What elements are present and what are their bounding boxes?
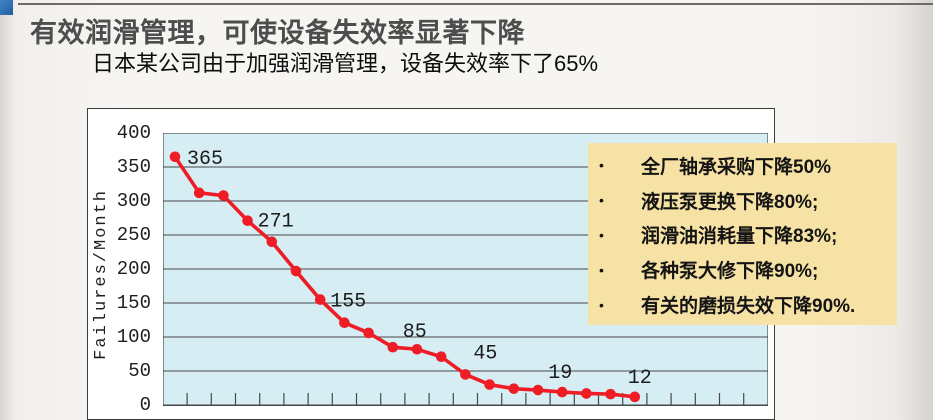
y-axis-tick-label: 350 bbox=[116, 155, 151, 178]
data-point-label: 85 bbox=[402, 321, 426, 344]
y-axis-tick-label: 0 bbox=[139, 393, 151, 416]
data-point-marker bbox=[217, 189, 229, 201]
data-point-marker bbox=[556, 386, 567, 397]
bullet-icon: • bbox=[599, 192, 604, 209]
bullet-icon: • bbox=[599, 157, 604, 174]
data-point-marker bbox=[241, 214, 253, 226]
data-point-marker bbox=[459, 368, 471, 380]
page-title: 有效润滑管理，可使设备失效率显著下降 bbox=[30, 18, 525, 48]
callout-item-text: 有关的磨损失效下降90%. bbox=[641, 296, 856, 318]
bullet-icon: • bbox=[599, 296, 604, 313]
bullet-icon: • bbox=[599, 261, 604, 278]
y-axis-tick-label: 100 bbox=[116, 325, 151, 348]
callout-item-text: 全厂轴承采购下降50% bbox=[641, 156, 832, 178]
data-point-marker bbox=[387, 341, 398, 352]
y-axis-tick-label: 200 bbox=[116, 257, 151, 280]
callout-item: • 有关的磨损失效下降90%. bbox=[588, 287, 897, 322]
data-point-marker bbox=[338, 316, 350, 328]
data-point-marker bbox=[580, 387, 592, 399]
data-point-marker bbox=[169, 151, 180, 162]
y-axis-tick-label: 250 bbox=[116, 223, 151, 246]
data-point-label: 12 bbox=[627, 366, 651, 389]
accent-square-icon bbox=[0, 0, 13, 15]
data-point-marker bbox=[483, 378, 495, 390]
callout-item: • 全厂轴承采购下降50% bbox=[588, 148, 897, 183]
callout-item-text: 各种泵大修下降90%; bbox=[641, 261, 819, 283]
data-point-marker bbox=[411, 343, 422, 355]
data-point-marker bbox=[508, 382, 519, 394]
data-point-marker bbox=[193, 187, 204, 198]
data-point-marker bbox=[604, 388, 616, 399]
bullet-icon: • bbox=[599, 226, 604, 243]
callout-item-text: 液压泵更换下降80%; bbox=[641, 191, 819, 213]
page-subtitle: 日本某公司由于加强润滑管理，设备失效率下了65% bbox=[92, 51, 599, 76]
data-point-marker bbox=[266, 236, 277, 247]
top-divider bbox=[18, 3, 933, 5]
y-axis-tick-label: 50 bbox=[128, 359, 151, 382]
callout-item: • 各种泵大修下降90%; bbox=[588, 252, 897, 287]
data-point-marker bbox=[629, 391, 640, 402]
data-point-marker bbox=[314, 293, 325, 305]
y-axis-tick-label: 400 bbox=[116, 121, 151, 144]
data-point-label: 45 bbox=[473, 342, 497, 365]
data-point-label: 365 bbox=[187, 147, 223, 170]
callout-box: • 全厂轴承采购下降50% • 液压泵更换下降80%; • 润滑油消耗量下降83%; • 各种… bbox=[588, 143, 897, 325]
callout-item-text: 润滑油消耗量下降83%; bbox=[641, 226, 838, 248]
data-point-label: 271 bbox=[257, 210, 293, 233]
data-point-marker bbox=[290, 265, 301, 276]
callout-item: • 润滑油消耗量下降83%; bbox=[588, 218, 897, 253]
y-axis-tick-label: 300 bbox=[116, 189, 151, 212]
data-point-marker bbox=[435, 350, 447, 362]
callout-item: • 液压泵更换下降80%; bbox=[588, 183, 897, 218]
data-point-marker bbox=[362, 327, 374, 338]
data-point-label: 19 bbox=[548, 362, 572, 385]
data-point-marker bbox=[532, 384, 543, 395]
y-axis-tick-label: 150 bbox=[116, 291, 151, 314]
data-point-label: 155 bbox=[330, 290, 366, 313]
